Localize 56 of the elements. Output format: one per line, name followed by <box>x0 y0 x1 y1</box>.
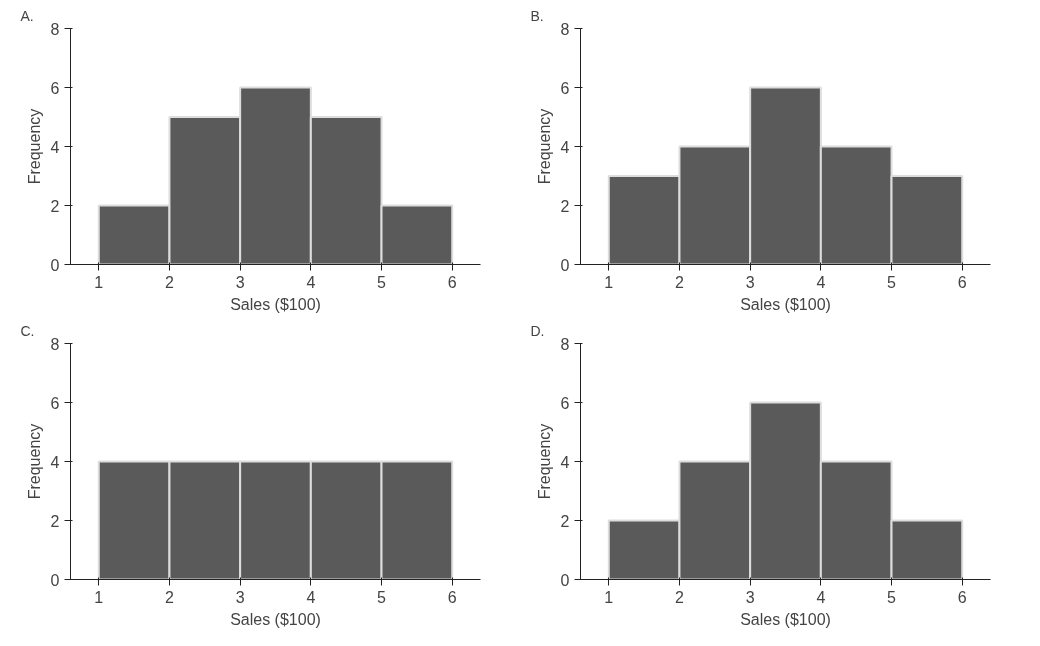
y-tick-label: 8 <box>50 20 60 38</box>
y-tick-label: 6 <box>560 394 570 412</box>
x-tick-label: 6 <box>957 273 967 291</box>
y-tick-label: 4 <box>560 138 570 156</box>
x-tick-label: 6 <box>447 588 457 606</box>
x-tick-label: 2 <box>675 588 685 606</box>
y-tick-label: 6 <box>50 394 60 412</box>
y-axis-title: Frequency <box>535 108 553 185</box>
x-axis-title: Sales ($100) <box>230 610 321 628</box>
y-tick-label: 0 <box>50 571 60 589</box>
x-tick-label: 1 <box>94 273 104 291</box>
x-tick-label: 6 <box>447 273 457 291</box>
x-tick-label: 2 <box>675 273 685 291</box>
y-tick-label: 6 <box>50 79 60 97</box>
x-tick-label: 2 <box>165 273 175 291</box>
x-axis-title: Sales ($100) <box>740 295 831 313</box>
y-tick-label: 8 <box>50 335 60 353</box>
y-tick-label: 0 <box>560 256 570 274</box>
y-tick-label: 8 <box>560 20 570 38</box>
y-axis-title: Frequency <box>535 423 553 500</box>
y-tick-label: 2 <box>50 197 60 215</box>
y-tick-label: 0 <box>560 571 570 589</box>
y-axis-title: Frequency <box>25 423 43 500</box>
chart-title: C. <box>20 322 35 339</box>
x-axis-title: Sales ($100) <box>230 295 321 313</box>
x-tick-label: 3 <box>235 588 245 606</box>
x-tick-label: 5 <box>377 588 387 606</box>
y-tick-label: 6 <box>560 79 570 97</box>
x-axis-title: Sales ($100) <box>740 610 831 628</box>
x-tick-label: 3 <box>235 273 245 291</box>
y-tick-label: 8 <box>560 335 570 353</box>
y-tick-label: 0 <box>50 256 60 274</box>
x-tick-label: 1 <box>94 588 104 606</box>
x-tick-label: 4 <box>306 588 316 606</box>
x-tick-label: 3 <box>745 273 755 291</box>
y-axis-title: Frequency <box>25 108 43 185</box>
chart-title: A. <box>20 7 34 24</box>
x-tick-label: 1 <box>604 588 614 606</box>
y-tick-label: 4 <box>50 453 60 471</box>
y-tick-label: 2 <box>50 512 60 530</box>
y-tick-label: 2 <box>560 512 570 530</box>
x-tick-label: 5 <box>887 273 897 291</box>
x-tick-label: 6 <box>957 588 967 606</box>
chart-title: D. <box>530 322 545 339</box>
y-tick-label: 4 <box>50 138 60 156</box>
x-tick-label: 3 <box>745 588 755 606</box>
chart-title: B. <box>530 7 544 24</box>
x-tick-label: 4 <box>306 273 316 291</box>
x-tick-label: 5 <box>377 273 387 291</box>
x-tick-label: 5 <box>887 588 897 606</box>
x-tick-label: 2 <box>165 588 175 606</box>
y-tick-label: 2 <box>560 197 570 215</box>
x-tick-label: 4 <box>816 273 826 291</box>
x-tick-label: 1 <box>604 273 614 291</box>
x-tick-label: 4 <box>816 588 826 606</box>
y-tick-label: 4 <box>560 453 570 471</box>
